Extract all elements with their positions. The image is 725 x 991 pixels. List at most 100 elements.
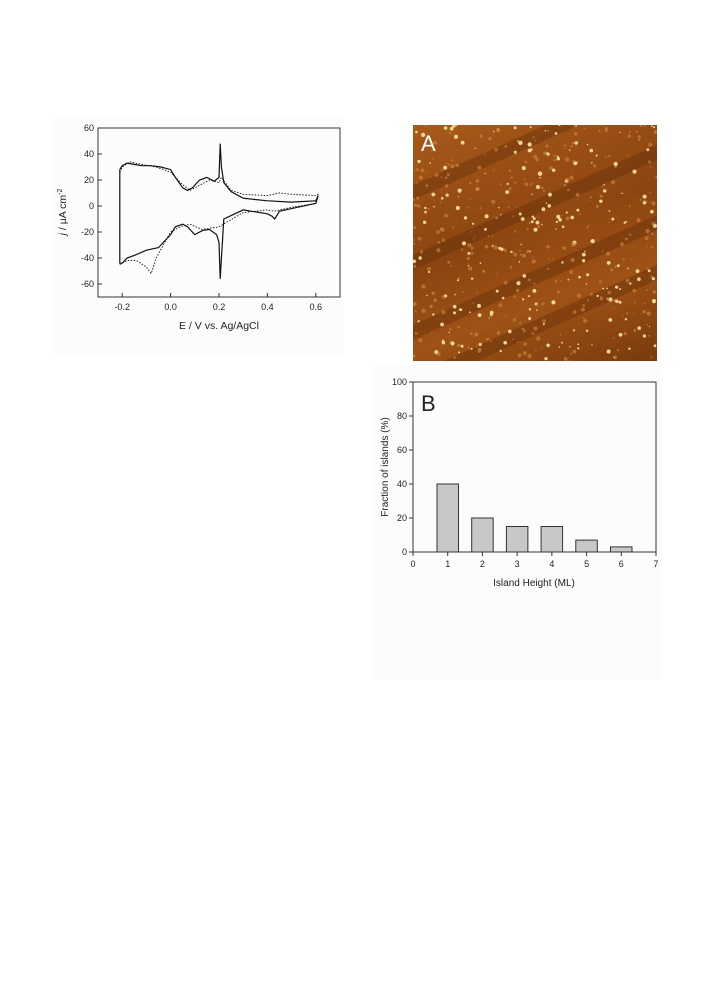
afm-island	[445, 193, 449, 197]
afm-island	[489, 310, 494, 315]
afm-island	[472, 222, 475, 225]
afm-island	[596, 294, 599, 298]
afm-island	[567, 278, 570, 281]
afm-island	[590, 239, 595, 244]
afm-island	[545, 202, 548, 204]
afm-island	[509, 265, 513, 269]
afm-island	[628, 347, 631, 350]
afm-island	[629, 131, 631, 133]
afm-island	[492, 244, 494, 247]
afm-island	[501, 296, 505, 300]
afm-island	[482, 269, 486, 273]
afm-island	[418, 175, 423, 180]
afm-island	[441, 238, 445, 242]
afm-island	[649, 201, 651, 204]
afm-island	[556, 214, 561, 219]
afm-island	[439, 201, 442, 204]
afm-island	[421, 308, 426, 313]
panel-label-a: A	[421, 131, 436, 156]
afm-island	[542, 323, 545, 326]
afm-island	[415, 130, 418, 134]
afm-island	[518, 140, 523, 145]
afm-island	[568, 149, 571, 152]
histogram-x-tick-label: 1	[445, 559, 450, 569]
afm-island	[488, 137, 492, 141]
afm-island	[472, 302, 474, 304]
afm-island	[618, 300, 622, 304]
afm-island	[415, 182, 418, 184]
afm-island	[526, 227, 529, 231]
afm-island	[570, 258, 575, 263]
afm-island	[576, 293, 581, 298]
afm-island	[648, 326, 651, 328]
afm-island	[477, 347, 482, 352]
afm-island	[515, 206, 518, 208]
afm-island	[651, 233, 653, 235]
histogram-plot-frame	[412, 381, 657, 553]
afm-island	[569, 270, 574, 275]
cv-x-axis-label: E / V vs. Ag/AgCl	[179, 320, 259, 332]
afm-island	[517, 353, 522, 358]
histogram-bar-5	[575, 539, 598, 553]
afm-island	[613, 161, 618, 167]
afm-island	[493, 169, 495, 171]
afm-island	[585, 283, 588, 285]
afm-island	[563, 183, 567, 187]
afm-island	[586, 273, 590, 277]
afm-island	[573, 132, 578, 136]
afm-island	[537, 225, 541, 229]
afm-island	[441, 341, 446, 345]
afm-island	[651, 125, 653, 127]
afm-island	[522, 253, 527, 258]
afm-island	[599, 297, 604, 301]
afm-island	[572, 310, 577, 314]
afm-island	[626, 312, 629, 315]
afm-island	[619, 288, 622, 290]
afm-island	[576, 208, 580, 212]
afm-island	[461, 241, 467, 246]
afm-island	[470, 251, 474, 255]
afm-island	[536, 185, 540, 189]
afm-island	[514, 230, 517, 233]
afm-island	[476, 292, 478, 294]
afm-island	[644, 236, 649, 241]
afm-island	[625, 220, 628, 223]
afm-island	[630, 258, 632, 260]
afm-island	[532, 289, 537, 293]
afm-island	[460, 140, 465, 145]
afm-island	[561, 261, 564, 264]
histogram-bar-3	[505, 526, 529, 553]
afm-island	[441, 197, 444, 200]
afm-island	[544, 357, 548, 361]
afm-island	[448, 163, 451, 166]
afm-island	[485, 337, 490, 341]
afm-island	[413, 238, 415, 242]
afm-island	[561, 225, 565, 229]
afm-island	[527, 354, 532, 359]
afm-island	[429, 176, 432, 179]
afm-island	[555, 228, 557, 230]
cv-x-tick-label: 0.6	[310, 302, 323, 312]
afm-island	[595, 154, 598, 157]
afm-island	[443, 126, 448, 130]
afm-island	[646, 289, 648, 292]
afm-island	[646, 267, 649, 270]
histogram-y-tick-label: 40	[397, 479, 407, 489]
afm-island	[608, 318, 613, 322]
afm-island	[624, 237, 628, 241]
afm-island	[422, 220, 427, 224]
afm-island	[570, 144, 573, 148]
afm-island	[510, 176, 513, 179]
histogram-y-tick-label: 20	[397, 513, 407, 523]
afm-island	[536, 309, 538, 311]
afm-island	[522, 298, 525, 301]
afm-island	[564, 144, 567, 147]
cv-y-label-exponent: -2	[57, 189, 64, 195]
afm-island	[440, 176, 442, 178]
afm-island	[561, 215, 563, 217]
afm-island	[556, 290, 560, 294]
afm-island	[447, 260, 451, 264]
afm-island	[650, 275, 654, 279]
afm-island	[493, 130, 495, 133]
afm-island	[512, 338, 514, 341]
